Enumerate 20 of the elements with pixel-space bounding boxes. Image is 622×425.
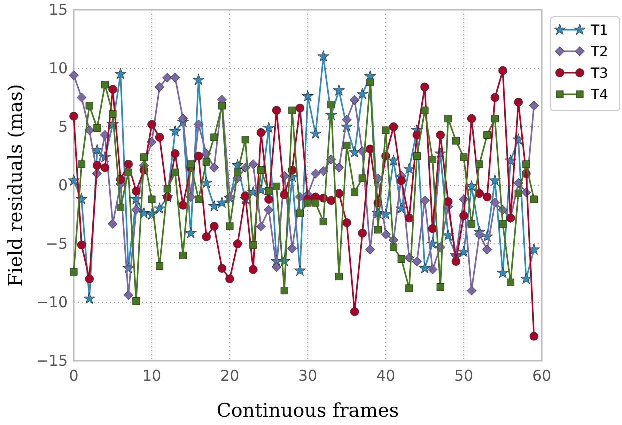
y-tick-label: 10 [48,60,68,78]
x-tick-label: 10 [142,367,162,385]
x-axis-title: Continuous frames [216,400,400,422]
y-tick-label: 0 [58,176,68,194]
y-tick-label: −10 [36,294,68,312]
x-tick-label: 0 [69,367,79,385]
x-tick-label: 40 [376,367,396,385]
x-tick-label: 20 [220,367,240,385]
legend-label: T4 [590,88,609,104]
y-tick-label: 5 [58,118,68,136]
y-tick-label: 15 [48,1,68,19]
legend-label: T2 [590,44,608,60]
y-tick-label: −5 [46,235,68,253]
x-tick-label: 30 [298,367,318,385]
y-axis-title: Field residuals (mas) [5,84,27,287]
y-tick-label: −15 [36,352,68,370]
x-tick-label: 50 [454,367,474,385]
x-tick-label: 60 [532,367,552,385]
legend-label: T3 [590,66,608,82]
legend-label: T1 [590,23,608,39]
